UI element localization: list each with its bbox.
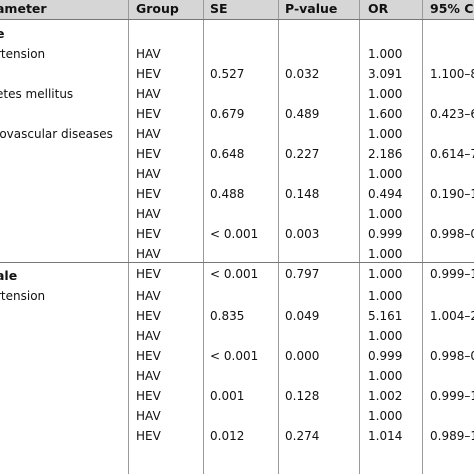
cell-pvalue: 0.049 [285, 309, 320, 323]
header-rule [0, 19, 474, 20]
cell-pvalue: 0.227 [285, 147, 320, 161]
table-header: ameter Group SE P-value OR 95% CI [0, 0, 474, 19]
cell-or: 1.000 [368, 289, 403, 303]
cell-pvalue: 0.489 [285, 107, 320, 121]
cell-or: 1.000 [368, 329, 403, 343]
cell-or: 0.494 [368, 187, 403, 201]
cell-se: 0.012 [210, 429, 245, 443]
cell-se: 0.648 [210, 147, 245, 161]
cell-pvalue: 0.032 [285, 67, 320, 81]
cell-group: HAV [136, 127, 161, 141]
cell-or: 1.000 [368, 409, 403, 423]
cell-se: < 0.001 [210, 349, 259, 363]
cell-or: 2.186 [368, 147, 403, 161]
cell-se: < 0.001 [210, 267, 259, 281]
cell-group: HAV [136, 87, 161, 101]
cell-or: 0.999 [368, 349, 403, 363]
cell-se: 0.527 [210, 67, 245, 81]
cell-se: 0.835 [210, 309, 245, 323]
header-se: SE [210, 1, 228, 16]
cell-ci: 1.004–26 [430, 309, 474, 323]
column-divider [422, 0, 423, 474]
cell-or: 1.000 [368, 369, 403, 383]
cell-group: HEV [136, 67, 161, 81]
cell-ci: 0.190–1. [430, 187, 474, 201]
header-ci: 95% CI [430, 1, 474, 16]
cell-ci: 0.989–1. [430, 429, 474, 443]
cell-or: 1.000 [368, 87, 403, 101]
cell-group: HEV [136, 429, 161, 443]
cell-ci: 0.998–0. [430, 349, 474, 363]
cell-pvalue: 0.797 [285, 267, 320, 281]
cell-group: HAV [136, 369, 161, 383]
cell-se: 0.488 [210, 187, 245, 201]
cell-group: HAV [136, 329, 161, 343]
cell-group: HEV [136, 107, 161, 121]
cell-or: 3.091 [368, 67, 403, 81]
section-rule [0, 262, 474, 263]
cell-group: HEV [136, 227, 161, 241]
cell-or: 1.000 [368, 267, 403, 281]
cell-parameter: etes mellitus [0, 87, 74, 101]
cell-ci: 0.614–7. [430, 147, 474, 161]
cell-parameter: iovascular diseases [0, 127, 113, 141]
cell-group: HAV [136, 409, 161, 423]
cell-group: HAV [136, 47, 161, 61]
cell-or: 1.014 [368, 429, 403, 443]
cell-pvalue: 0.148 [285, 187, 320, 201]
cell-group: HAV [136, 207, 161, 221]
column-divider [359, 0, 360, 474]
cell-ci: 0.998–0. [430, 227, 474, 241]
cell-group: HEV [136, 349, 161, 363]
column-divider [203, 0, 204, 474]
cell-parameter: rtension [0, 47, 46, 61]
cell-or: 1.000 [368, 127, 403, 141]
cell-ci: 1.100–8. [430, 67, 474, 81]
cell-or: 1.600 [368, 107, 403, 121]
column-divider [128, 0, 129, 474]
cell-group: HEV [136, 187, 161, 201]
cell-group: HEV [136, 389, 161, 403]
cell-or: 1.000 [368, 47, 403, 61]
header-pvalue: P-value [285, 1, 338, 16]
cell-group: HAV [136, 167, 161, 181]
cell-group: HEV [136, 147, 161, 161]
cell-se: < 0.001 [210, 227, 259, 241]
header-group: Group [136, 1, 179, 16]
cell-se: 0.001 [210, 389, 245, 403]
cell-group: HAV [136, 289, 161, 303]
header-or: OR [368, 1, 389, 16]
cell-or: 0.999 [368, 227, 403, 241]
cell-or: 1.002 [368, 389, 403, 403]
cell-pvalue: 0.000 [285, 349, 320, 363]
header-parameter: ameter [0, 1, 47, 16]
cell-se: 0.679 [210, 107, 245, 121]
cell-or: 1.000 [368, 167, 403, 181]
cell-or: 1.000 [368, 247, 403, 261]
cell-pvalue: 0.003 [285, 227, 320, 241]
cell-ci: 0.423–6. [430, 107, 474, 121]
cell-group: HAV [136, 247, 161, 261]
section-title: e [0, 26, 5, 41]
cell-ci: 0.999–1. [430, 267, 474, 281]
cell-ci: 0.999–1. [430, 389, 474, 403]
cell-or: 5.161 [368, 309, 403, 323]
cell-parameter: rtension [0, 289, 46, 303]
cell-or: 1.000 [368, 207, 403, 221]
cell-pvalue: 0.274 [285, 429, 320, 443]
column-divider [278, 0, 279, 474]
cell-group: HEV [136, 267, 161, 281]
cell-pvalue: 0.128 [285, 389, 320, 403]
cell-group: HEV [136, 309, 161, 323]
section-title: ale [0, 268, 18, 283]
